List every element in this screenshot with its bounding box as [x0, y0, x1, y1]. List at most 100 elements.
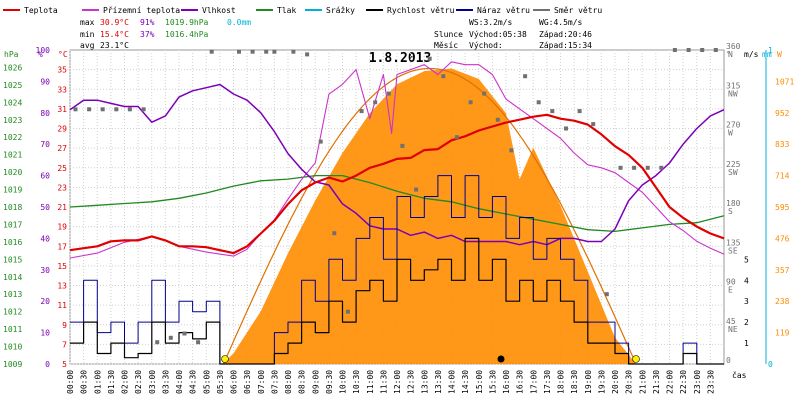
press-tick-label: 1026	[3, 63, 22, 72]
sunrise-marker	[221, 355, 229, 363]
temp-tick-label: 15	[57, 262, 67, 271]
x-tick-label: 03:30	[161, 370, 170, 394]
temp-tick-label: 11	[57, 301, 67, 310]
hum-tick-label: 100	[36, 46, 51, 55]
moon-rise: Východ:	[469, 41, 503, 50]
press-tick-label: 1019	[3, 186, 22, 195]
x-tick-label: 17:30	[543, 370, 552, 394]
temp-tick-label: 25	[57, 164, 67, 173]
stat-min-hum: 37%	[140, 30, 155, 39]
press-tick-label: 1023	[3, 116, 22, 125]
direction-point	[632, 165, 637, 170]
unit-dir: °	[726, 50, 731, 59]
legend-pressure: Tlak	[277, 6, 296, 15]
hum-tick-label: 0	[45, 360, 50, 369]
solar-tick-label: 238	[775, 297, 790, 306]
x-tick-label: 01:30	[107, 370, 116, 394]
press-tick-label: 1021	[3, 151, 22, 160]
hum-tick-label: 50	[40, 203, 50, 212]
x-tick-label: 05:30	[216, 370, 225, 394]
x-tick-label: 11:30	[379, 370, 388, 394]
direction-points	[73, 48, 718, 345]
unit-temp: °C	[58, 50, 68, 59]
x-tick-label: 00:30	[80, 370, 89, 394]
stat-avg-label: avg	[80, 41, 95, 50]
temp-tick-label: 13	[57, 282, 67, 291]
hum-tick-label: 80	[40, 109, 50, 118]
x-tick-label: 18:00	[557, 370, 566, 394]
direction-point	[454, 135, 459, 140]
direction-point	[264, 49, 269, 54]
dir-tick-compass: NW	[728, 89, 738, 98]
unit-hum: %	[38, 50, 43, 59]
stat-max-rain: 0.0mm	[227, 18, 251, 27]
press-tick-label: 1025	[3, 81, 22, 90]
wind-line	[70, 237, 724, 365]
temp-line	[69, 113, 725, 255]
solar-tick-label: 595	[775, 203, 790, 212]
x-tick-label: 09:00	[311, 370, 320, 394]
x-tick-label: 19:00	[584, 370, 593, 394]
direction-point	[427, 56, 432, 61]
direction-point	[672, 48, 677, 52]
x-tick-label: 20:00	[611, 370, 620, 394]
stat-max-press: 1019.9hPa	[165, 18, 209, 27]
solar-tick-label: 357	[775, 266, 790, 275]
direction-point	[332, 231, 337, 236]
x-tick-label: 15:30	[488, 370, 497, 394]
solar-fill	[222, 68, 636, 364]
dir-tick-label: 180	[726, 199, 741, 208]
direction-point	[196, 340, 201, 345]
wind-tick-label: 3	[744, 297, 749, 306]
press-tick-label: 1011	[3, 325, 22, 334]
direction-point	[87, 107, 92, 112]
press-tick-label: 1010	[3, 343, 22, 352]
hum-tick-label: 90	[40, 77, 50, 86]
direction-point	[591, 122, 596, 127]
temp-tick-label: 21	[57, 203, 67, 212]
x-tick-label: 10:30	[352, 370, 361, 394]
direction-point	[645, 165, 650, 170]
direction-point	[305, 52, 310, 57]
sun-moon-block: WS:3.2m/s WG:4.5m/s Slunce Východ:05:38 …	[434, 18, 592, 50]
solar-tick-label: 476	[775, 234, 790, 243]
press-tick-label: 1020	[3, 168, 22, 177]
x-tick-label: 04:30	[189, 370, 198, 394]
solar-tick-label: 119	[775, 329, 790, 338]
sun-rise: Východ:05:38	[469, 30, 527, 39]
dir-tick-label: 90	[726, 278, 736, 287]
series-lines	[69, 61, 725, 365]
x-tick-label: 08:00	[284, 370, 293, 394]
moon-set: Západ:15:34	[539, 41, 592, 50]
sun-set: Západ:20:46	[539, 30, 592, 39]
unit-solar: W	[777, 50, 782, 59]
direction-point	[686, 48, 691, 52]
direction-point	[577, 109, 582, 114]
direction-point	[604, 292, 609, 297]
dir-tick-label: 225	[726, 160, 741, 169]
x-tick-label: 16:00	[502, 370, 511, 394]
press-tick-label: 1022	[3, 133, 22, 142]
stat-min-press: 1016.4hPa	[165, 30, 209, 39]
temp-tick-label: 31	[57, 105, 67, 114]
x-tick-label: 12:30	[407, 370, 416, 394]
temp-tick-label: 29	[57, 125, 67, 134]
x-tick-label: 16:30	[516, 370, 525, 394]
direction-point	[291, 49, 296, 54]
x-tick-label: 02:00	[121, 370, 130, 394]
wind-tick-label: 2	[744, 318, 749, 327]
dir-tick-compass: S	[728, 207, 733, 216]
direction-point	[400, 143, 405, 148]
press-tick-label: 1024	[3, 98, 22, 107]
x-tick-label: 03:00	[148, 370, 157, 394]
unit-rain: mm	[762, 50, 772, 59]
x-tick-label: 22:00	[666, 370, 675, 394]
direction-point	[700, 48, 705, 52]
hum-tick-label: 10	[40, 329, 50, 338]
unit-wind: m/s	[744, 50, 759, 59]
hum-tick-label: 30	[40, 266, 50, 275]
sun-markers	[221, 355, 640, 363]
unit-time: čas	[732, 370, 747, 380]
x-tick-label: 14:30	[461, 370, 470, 394]
direction-point	[414, 187, 419, 192]
